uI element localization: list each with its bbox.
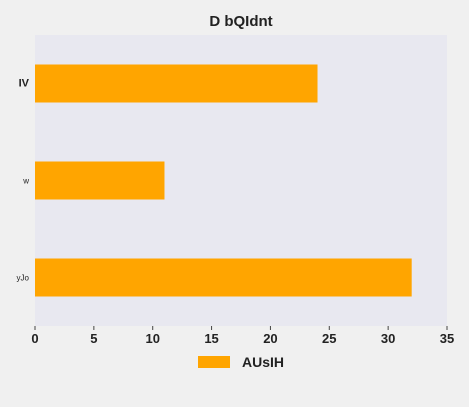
y-tick-label-0: IV — [19, 78, 30, 90]
chart-title: D bQIdnt — [209, 13, 272, 30]
x-tick-label-6: 30 — [381, 331, 395, 346]
x-tick-label-7: 35 — [440, 331, 454, 346]
bar-2 — [35, 258, 412, 297]
y-tick-label-1: w — [22, 177, 29, 186]
x-tick-label-1: 5 — [90, 331, 97, 346]
y-axis-labels: IV w yJo — [17, 78, 30, 283]
bar-0 — [35, 64, 318, 103]
x-tick-label-2: 10 — [145, 331, 159, 346]
y-tick-label-2: yJo — [17, 274, 30, 283]
legend: AUsIH — [198, 354, 284, 370]
x-axis-ticks: 0 5 10 15 20 25 30 35 — [31, 326, 454, 346]
legend-swatch — [198, 356, 230, 368]
bars-group — [35, 64, 412, 297]
x-tick-label-3: 15 — [204, 331, 218, 346]
x-tick-label-4: 20 — [263, 331, 277, 346]
x-tick-label-0: 0 — [31, 331, 38, 346]
legend-label: AUsIH — [242, 354, 284, 370]
bar-1 — [35, 161, 165, 200]
x-tick-label-5: 25 — [322, 331, 336, 346]
